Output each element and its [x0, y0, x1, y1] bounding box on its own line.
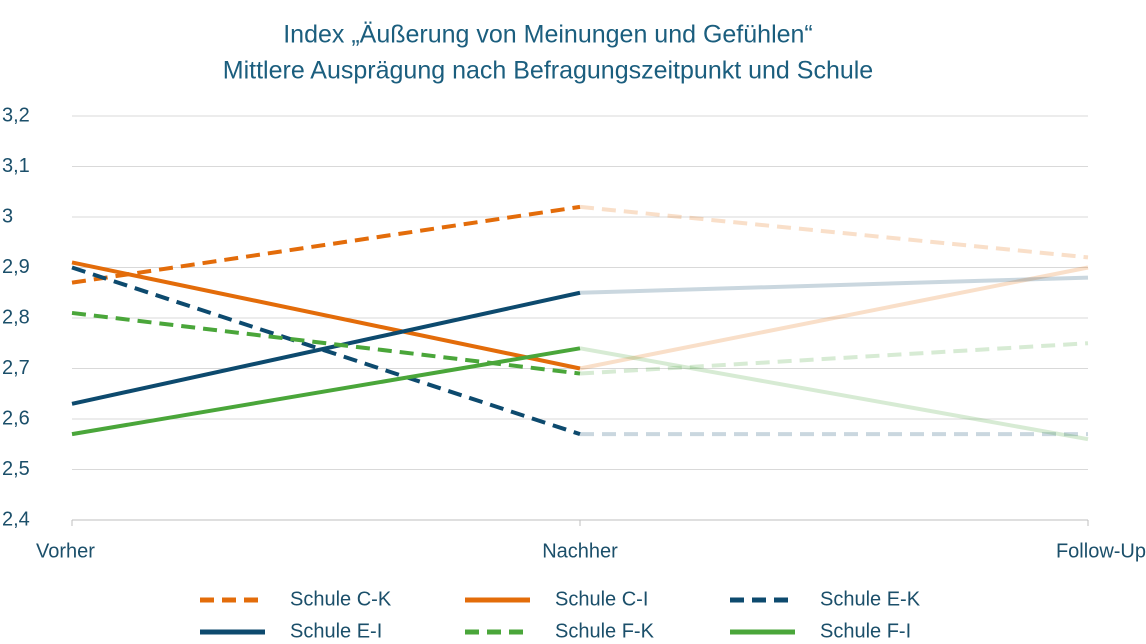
series-line — [71, 260, 581, 371]
legend-label: Schule F-I — [820, 620, 911, 642]
series-line — [579, 204, 1089, 260]
series-line — [71, 346, 581, 437]
legend-label: Schule F-K — [555, 620, 655, 642]
series-line — [71, 310, 581, 376]
legend-label: Schule C-K — [290, 588, 392, 610]
legend-label: Schule E-K — [820, 588, 921, 610]
series-line — [579, 341, 1089, 376]
y-tick-label: 2,6 — [2, 407, 30, 429]
series-line — [71, 204, 581, 285]
series-line — [579, 275, 1089, 295]
series-line — [71, 265, 581, 437]
legend-label: Schule E-I — [290, 620, 382, 642]
chart-subtitle: Mittlere Ausprägung nach Befragungszeitp… — [223, 57, 873, 85]
y-tick-label: 3 — [2, 205, 13, 227]
x-tick-label: Nachher — [542, 540, 618, 562]
y-tick-label: 2,7 — [2, 357, 30, 379]
y-tick-label: 2,9 — [2, 256, 30, 278]
x-tick-label: Follow-Up — [1056, 540, 1146, 562]
y-tick-label: 3,1 — [2, 155, 30, 177]
series-line — [71, 290, 581, 406]
y-tick-label: 2,4 — [2, 508, 30, 530]
series-line — [579, 265, 1089, 371]
y-tick-label: 2,5 — [2, 458, 30, 480]
legend-label: Schule C-I — [555, 588, 648, 610]
y-tick-label: 3,2 — [2, 104, 30, 126]
x-tick-label: Vorher — [36, 540, 95, 562]
chart-title: Index „Äußerung von Meinungen und Gefühl… — [283, 21, 813, 49]
series-line — [579, 346, 1089, 442]
y-tick-label: 2,8 — [2, 306, 30, 328]
